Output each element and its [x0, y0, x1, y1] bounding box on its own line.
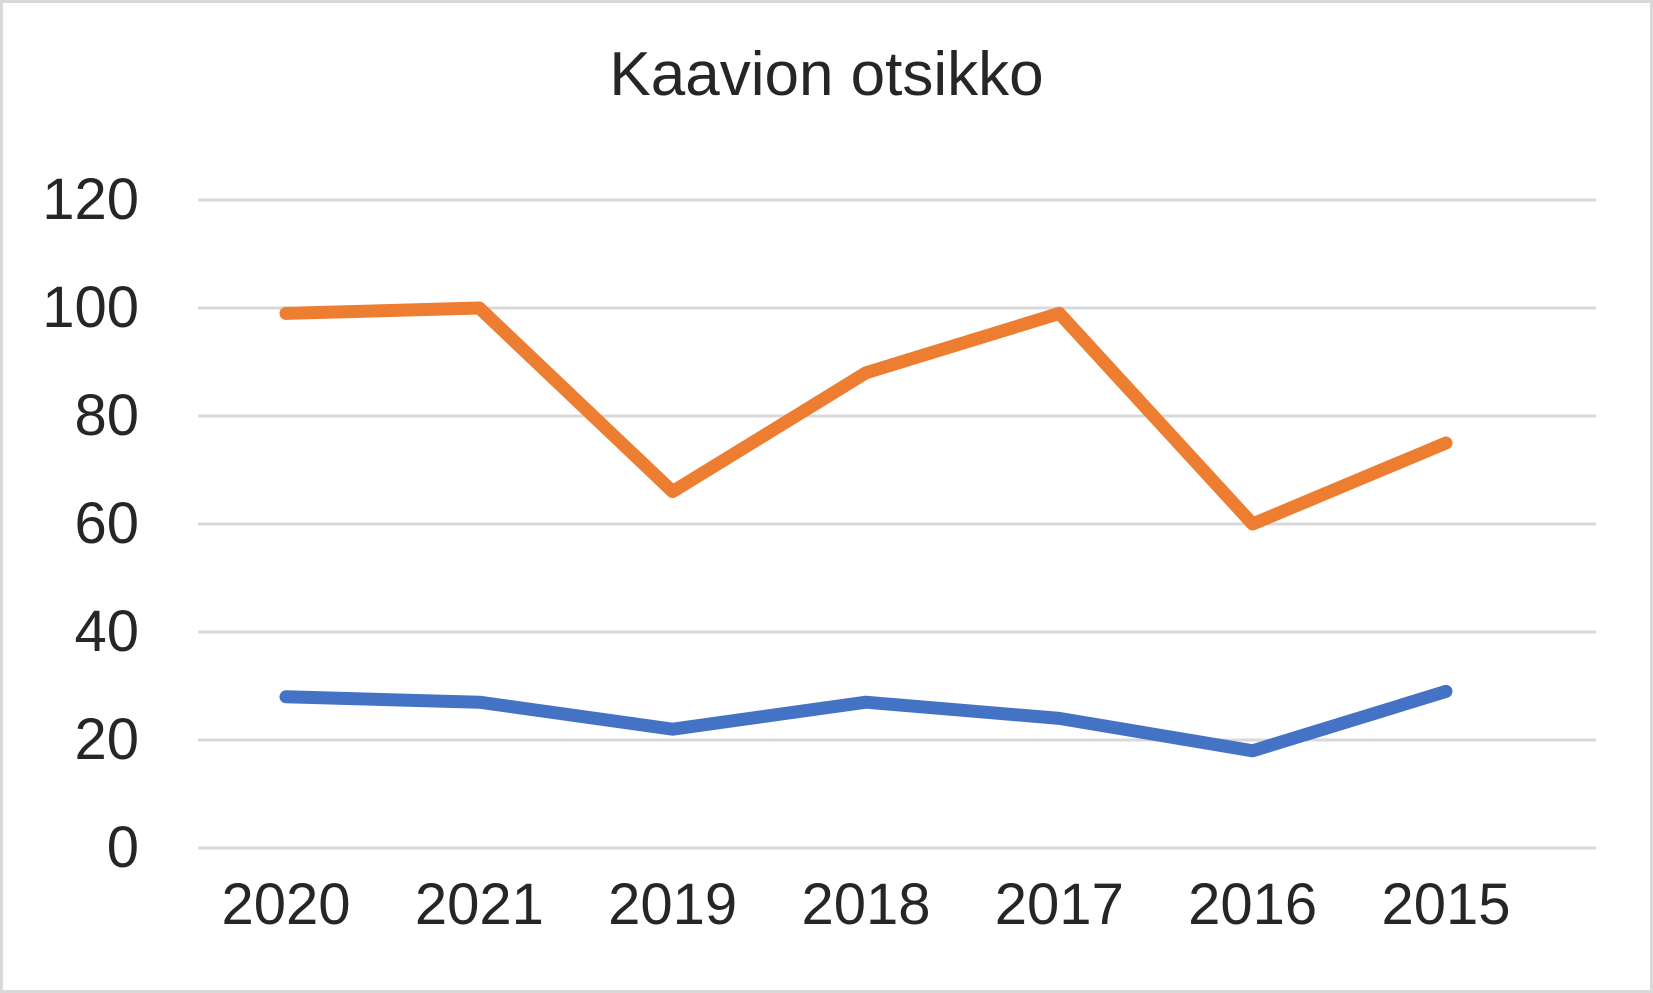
x-axis-tick-label: 2021: [414, 872, 544, 937]
y-axis-tick-label: 40: [74, 599, 139, 664]
series-line-0: [279, 301, 1453, 531]
x-axis-tick-label: 2020: [221, 872, 351, 937]
y-axis-tick-label: 80: [74, 383, 139, 448]
y-axis-tick-label: 120: [42, 167, 139, 232]
x-axis-tick-label: 2017: [994, 872, 1124, 937]
y-axis-tick-label: 20: [74, 707, 139, 772]
x-axis-tick-label: 2015: [1381, 872, 1511, 937]
y-axis-tick-label: 0: [106, 815, 139, 880]
x-axis-tick-label: 2019: [608, 872, 738, 937]
y-axis-tick-label: 100: [42, 275, 139, 340]
x-axis-tick-label: 2016: [1188, 872, 1318, 937]
x-axis-tick-label: 2018: [801, 872, 931, 937]
chart-title: Kaavion otsikko: [609, 40, 1044, 109]
y-axis-tick-label: 60: [74, 491, 139, 556]
chart-canvas: [198, 198, 1596, 850]
series-line-1: [279, 684, 1453, 758]
